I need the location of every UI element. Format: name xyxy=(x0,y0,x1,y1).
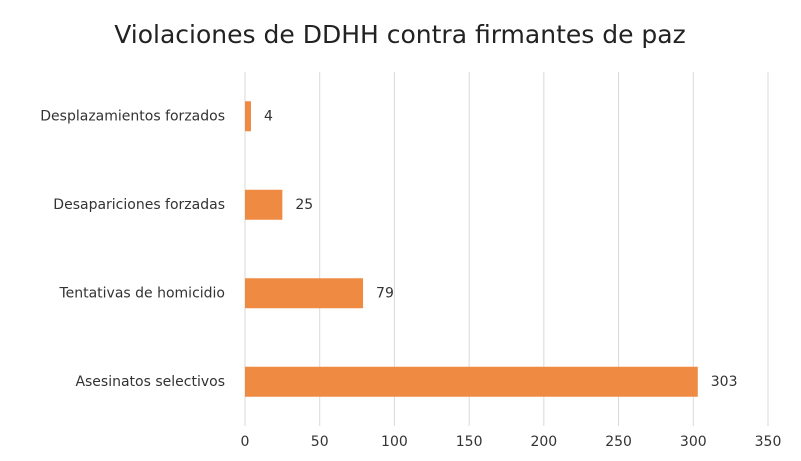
bar xyxy=(245,278,364,309)
y-tick-label: Desapariciones forzadas xyxy=(53,197,225,213)
data-label: 79 xyxy=(376,285,394,301)
y-tick-label: Tentativas de homicidio xyxy=(58,285,225,301)
x-tick-label: 350 xyxy=(755,434,782,450)
x-tick-label: 0 xyxy=(241,434,250,450)
bar xyxy=(245,189,283,220)
x-tick-label: 200 xyxy=(530,434,557,450)
chart-title: Violaciones de DDHH contra firmantes de … xyxy=(114,20,685,49)
x-tick-label: 250 xyxy=(605,434,632,450)
bar xyxy=(245,366,698,397)
data-label: 4 xyxy=(264,108,273,124)
y-tick-label: Asesinatos selectivos xyxy=(75,374,225,390)
data-label: 25 xyxy=(295,197,313,213)
data-label: 303 xyxy=(711,374,738,390)
y-tick-label: Desplazamientos forzados xyxy=(40,108,225,124)
x-tick-label: 300 xyxy=(680,434,707,450)
x-tick-label: 50 xyxy=(311,434,329,450)
x-tick-label: 100 xyxy=(381,434,408,450)
x-tick-label: 150 xyxy=(456,434,483,450)
bar xyxy=(245,101,251,132)
